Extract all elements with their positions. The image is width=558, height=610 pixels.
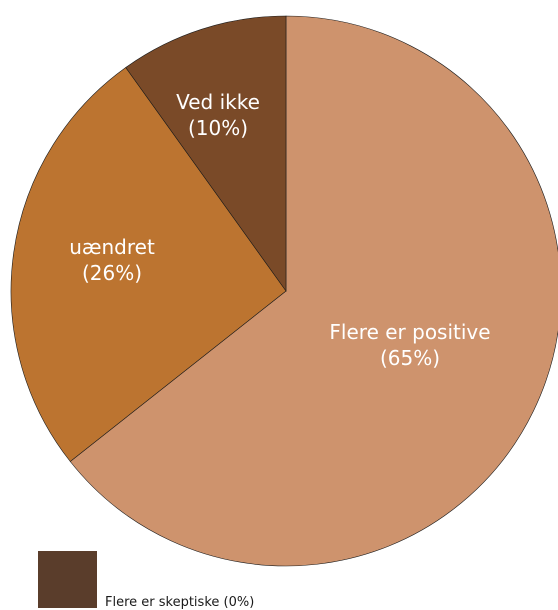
legend: Flere er skeptiske (0%): [38, 551, 255, 610]
legend-label-flere-er-skeptiske: Flere er skeptiske (0%): [105, 595, 255, 610]
pie-slice-flere-er-positive: [69, 15, 558, 567]
legend-swatch-flere-er-skeptiske: [38, 551, 97, 608]
pie-slice-ved-ikke: [125, 15, 287, 292]
slice-label-uændret: uændret (26%): [69, 235, 155, 285]
slice-label-flere-er-positive: Flere er positive (65%): [329, 320, 490, 370]
slice-labels: Flere er positive (65%) uændret (26%) Ved ik…: [69, 90, 490, 370]
pie-slices: [10, 15, 558, 567]
slice-label-ved-ikke: Ved ikke (10%): [176, 90, 260, 140]
pie-slice-uændret: [10, 67, 287, 462]
